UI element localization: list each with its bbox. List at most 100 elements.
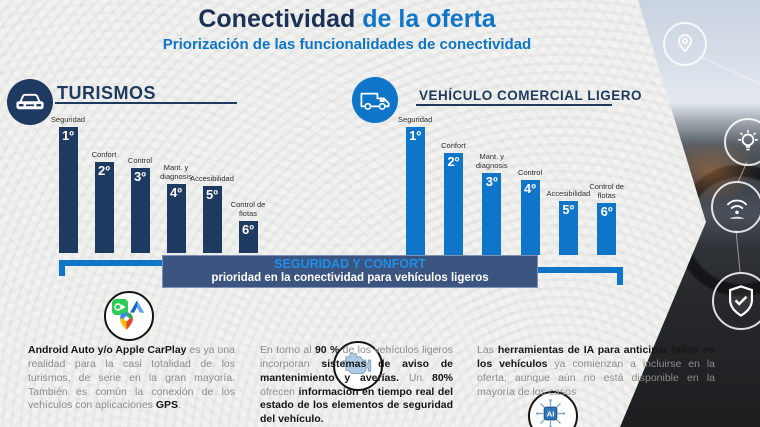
maintenance-insight-text: En torno al 90 % de los vehículos ligero…	[260, 344, 453, 427]
bar-column: Control 3º	[122, 156, 158, 253]
bar-column: Accesibilidad 5º	[190, 174, 234, 253]
bar: 5º	[202, 186, 222, 253]
page-subtitle: Priorización de las funcionalidades de c…	[162, 36, 532, 53]
bar-column: Accesibilidad 5º	[546, 189, 590, 255]
bar-category-label: Accesibilidad	[546, 189, 591, 198]
bar-rank-label: 3º	[134, 169, 146, 184]
bar-category-label: Control de flotas	[230, 200, 266, 218]
wifi-hand-icon	[711, 181, 760, 233]
lightbulb-icon	[724, 118, 760, 166]
vcl-title-underline	[416, 104, 612, 106]
bar-rank-label: 2º	[98, 163, 110, 178]
right-baseline-bracket-cap	[617, 267, 623, 285]
bar-column: Mant. y diagnosis 4º	[158, 163, 194, 253]
svg-text:AI: AI	[547, 410, 555, 419]
bar-rank-label: 5º	[206, 187, 218, 202]
page-title-secondary: de la oferta	[355, 5, 496, 33]
bar: 3º	[482, 173, 502, 255]
bar: 5º	[558, 201, 578, 255]
apps-insight-text: Android Auto y/o Apple CarPlay es ya una…	[28, 344, 235, 413]
bar-category-label: Control de flotas	[589, 182, 624, 200]
bar: 1º	[405, 127, 425, 255]
insight-text-bold: Android Auto y/o Apple CarPlay	[28, 344, 187, 356]
ai-insight-badge: AI	[528, 391, 578, 427]
ai-chip-icon: AI	[535, 398, 566, 427]
bar: 4º	[520, 180, 540, 255]
bar-category-label: Confort	[91, 150, 117, 159]
bar-rank-label: 4º	[524, 181, 537, 196]
bar-column: Control de flotas 6º	[587, 182, 625, 255]
google-maps-pin-icon	[120, 312, 133, 335]
van-icon	[360, 92, 390, 110]
insight-text: es ya una realidad para la casi totalida…	[28, 344, 236, 412]
apps-insight-badge	[104, 291, 154, 341]
engine-icon	[339, 352, 372, 381]
shield-check-icon	[712, 272, 760, 330]
bar-category-label: Confort	[441, 141, 466, 150]
left-baseline-bracket	[59, 260, 162, 266]
bar-rank-label: 2º	[447, 154, 460, 169]
vcl-section-title: VEHÍCULO COMERCIAL LIGERO	[419, 88, 643, 103]
banner-subline: prioridad en la conectividad para vehícu…	[211, 271, 489, 284]
bar-category-label: Accesibilidad	[190, 174, 234, 183]
turismos-badge	[7, 79, 53, 125]
bar-column: Seguridad 1º	[50, 115, 86, 253]
bar-category-label: Mant. y diagnosis	[160, 163, 192, 181]
insight-text-bold: GPS	[155, 399, 179, 412]
insight-text: .	[178, 399, 181, 412]
left-baseline-bracket-cap	[59, 260, 65, 276]
page-title-primary: Conectividad	[198, 5, 356, 33]
bar-rank-label: 6º	[600, 204, 613, 219]
bar: 6º	[238, 221, 258, 253]
turismos-title-underline	[55, 102, 237, 104]
car-icon	[16, 93, 44, 110]
android-auto-icon	[130, 300, 144, 318]
bar-column: Confort 2º	[86, 150, 122, 253]
bar-category-label: Control	[127, 156, 153, 165]
turismos-bar-chart: Seguridad 1º Confort 2º Control 3º Mant. y dia…	[50, 107, 270, 253]
right-baseline-bracket	[537, 267, 623, 273]
location-pin-icon	[663, 22, 707, 66]
banner-headline: SEGURIDAD Y CONFORT	[274, 257, 426, 272]
insight-text: Las	[477, 344, 498, 356]
insight-text-bold: información en tiempo real del estado de…	[260, 385, 453, 426]
bar-category-label: Mant. y diagnosis	[475, 152, 508, 170]
bar: 2º	[94, 162, 114, 253]
vcl-bar-chart: Seguridad 1º Confort 2º Mant. y diagnosis 3º C…	[396, 105, 626, 255]
insight-text-bold: 80%	[431, 371, 453, 384]
bar-rank-label: 1º	[62, 128, 74, 143]
carplay-icon	[112, 299, 128, 320]
bar-column: Control de flotas 6º	[230, 200, 266, 253]
insight-text-bold: herramientas de IA para anticipar fallos…	[477, 344, 715, 370]
bar-rank-label: 1º	[409, 128, 422, 143]
bar-category-label: Seguridad	[398, 115, 433, 124]
bar: 6º	[597, 203, 617, 255]
bar: 4º	[166, 184, 186, 253]
bar-column: Control 4º	[511, 168, 549, 255]
bar-rank-label: 3º	[485, 174, 498, 189]
bar-column: Confort 2º	[434, 141, 472, 255]
insight-text: ya comienzan a incluirse en la oferta, a…	[477, 357, 715, 398]
insight-text: En torno al	[260, 344, 315, 356]
bar-rank-label: 4º	[170, 185, 182, 200]
bar-column: Seguridad 1º	[396, 115, 434, 255]
maintenance-insight-badge	[333, 341, 383, 391]
bar-rank-label: 5º	[562, 202, 575, 217]
insight-text: Un	[399, 371, 432, 384]
page-title: Conectividad de la oferta	[0, 5, 694, 34]
ai-insight-text: Las herramientas de IA para anticipar fa…	[477, 344, 715, 399]
insight-text-bold: 90 %	[314, 344, 340, 356]
bar: 2º	[443, 153, 463, 255]
vcl-badge	[352, 77, 398, 123]
insight-text-bold: sistemas de aviso de mantenimiento y ave…	[260, 357, 454, 384]
bar: 1º	[58, 127, 78, 253]
bar-rank-label: 6º	[242, 222, 254, 237]
insight-text: de los vehículos ligeros incorporan	[260, 344, 454, 370]
insight-text: ofrecen	[260, 385, 299, 398]
turismos-section-title: TURISMOS	[57, 83, 157, 103]
bar-column: Mant. y diagnosis 3º	[473, 152, 511, 255]
bar-category-label: Control	[517, 168, 543, 177]
conclusion-banner: SEGURIDAD Y CONFORT prioridad en la cone…	[162, 255, 538, 288]
bar: 3º	[130, 168, 150, 253]
